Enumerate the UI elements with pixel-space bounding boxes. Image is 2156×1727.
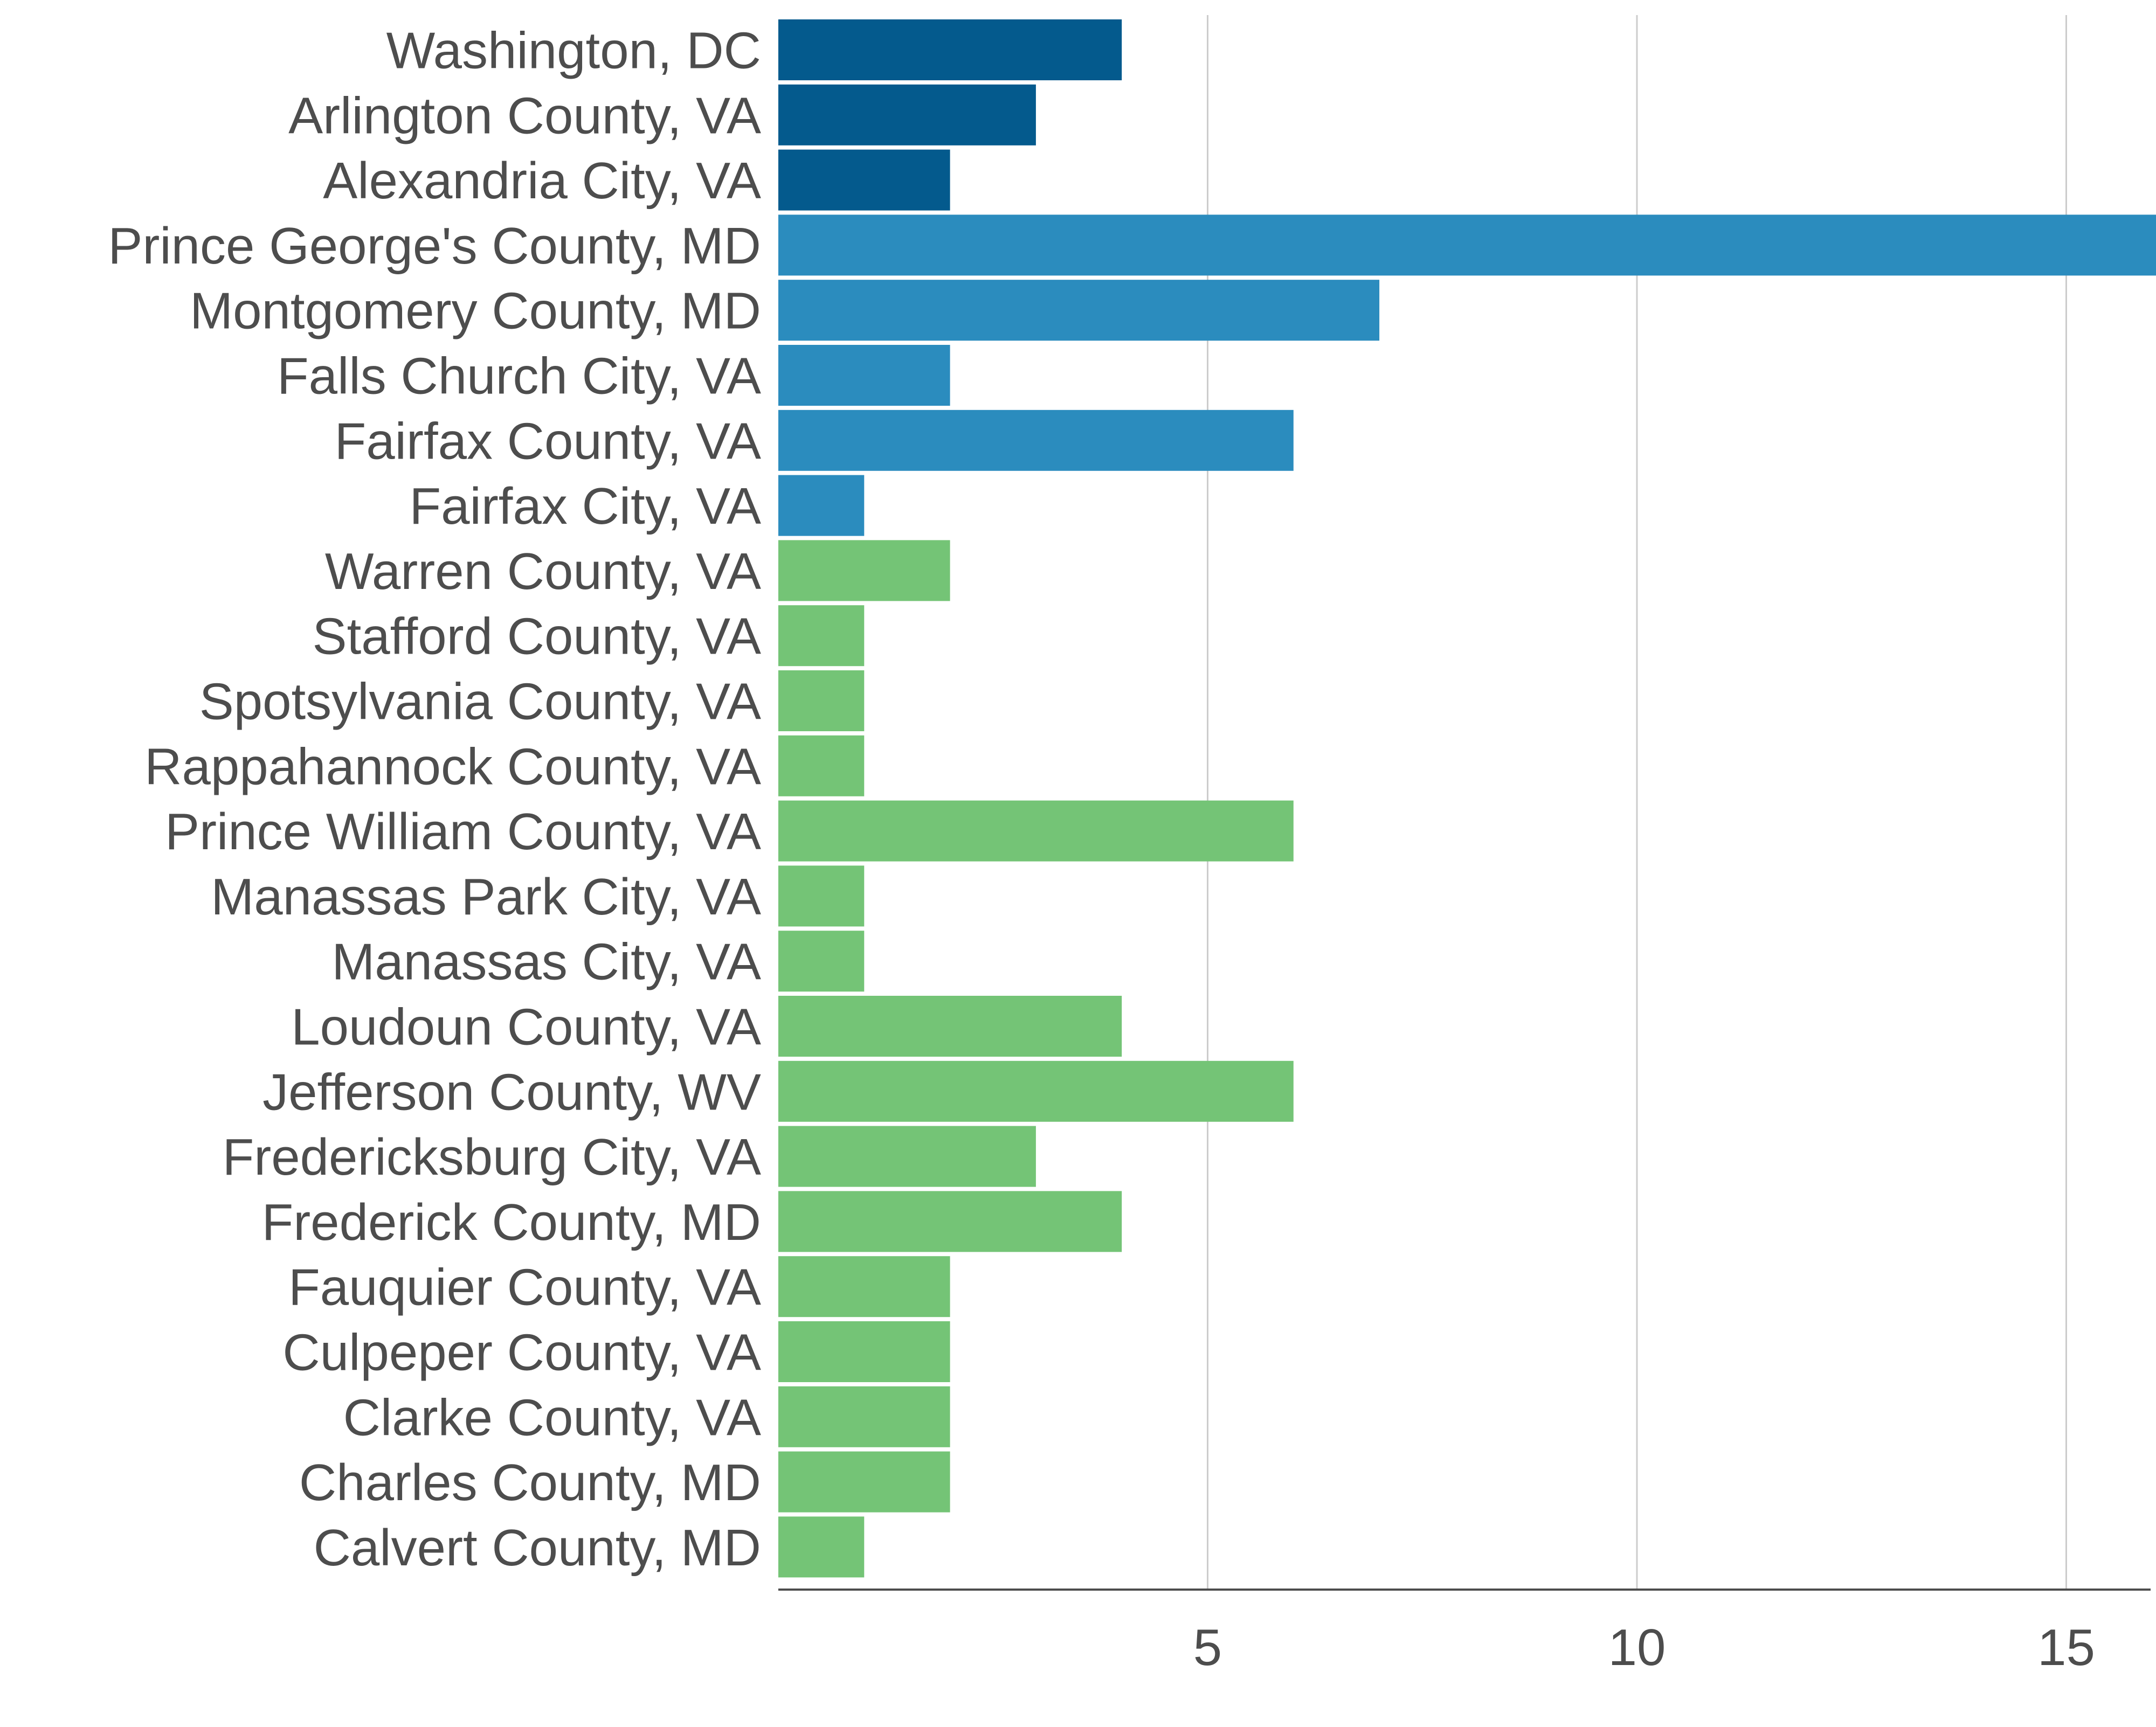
bar [778,345,950,406]
bars [778,19,2156,1577]
bar [778,214,2156,275]
category-label: Fredericksburg City, VA [223,1128,761,1186]
bar [778,410,1294,471]
bar [778,1516,864,1577]
category-label: Montgomery County, MD [190,282,761,340]
bar [778,540,950,601]
category-label: Manassas Park City, VA [211,868,761,926]
bar [778,475,864,536]
category-label: Fauquier County, VA [288,1259,761,1316]
category-label: Manassas City, VA [331,933,761,991]
x-tick-label: 10 [1608,1619,1666,1676]
category-label: Prince William County, VA [165,803,761,861]
category-label: Washington, DC [386,22,761,80]
x-tick-label: 15 [2037,1619,2095,1676]
category-label: Prince George's County, MD [108,217,761,275]
bar [778,280,1379,341]
bar [778,150,950,211]
x-axis: 51015202530 [778,1590,2156,1676]
bar [778,1386,950,1447]
category-labels: Washington, DC Arlington County, VA Alexan… [108,22,761,1577]
bar [778,1452,950,1513]
x-tick-label: 5 [1193,1619,1222,1676]
bar [778,801,1294,862]
category-label: Charles County, MD [299,1454,761,1511]
bar [778,605,864,666]
bar [778,865,864,926]
bar [778,670,864,731]
category-label: Fairfax City, VA [409,477,761,535]
category-label: Alexandria City, VA [323,152,761,210]
bar [778,736,864,796]
category-label: Stafford County, VA [313,608,761,665]
category-label: Jefferson County, WV [262,1063,761,1121]
category-label: Spotsylvania County, VA [199,673,761,731]
category-label: Frederick County, MD [262,1194,761,1251]
bar [778,1256,950,1317]
category-label: Fairfax County, VA [335,412,761,470]
bar [778,1321,950,1382]
category-label: Falls Church City, VA [277,348,761,405]
category-label: Clarke County, VA [343,1389,761,1446]
category-label: Warren County, VA [325,543,761,600]
bar [778,19,1122,80]
bar [778,85,1036,145]
bar [778,1126,1036,1187]
bar [778,1061,1294,1122]
category-label: Arlington County, VA [288,87,761,144]
bar [778,996,1122,1057]
category-label: Loudoun County, VA [291,998,761,1056]
bar [778,1191,1122,1252]
bar [778,931,864,991]
category-label: Calvert County, MD [314,1519,761,1577]
category-label: Culpeper County, VA [282,1324,761,1382]
category-label: Rappahannock County, VA [144,738,761,795]
